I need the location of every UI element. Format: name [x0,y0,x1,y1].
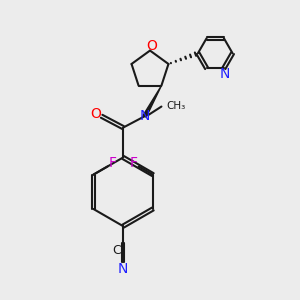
Text: CH₃: CH₃ [166,101,185,111]
Text: N: N [219,67,230,81]
Text: C: C [112,244,121,257]
Text: F: F [109,156,117,170]
Text: N: N [118,262,128,275]
Text: N: N [140,109,150,123]
Polygon shape [143,86,161,117]
Text: F: F [130,156,137,170]
Text: O: O [146,39,157,53]
Text: O: O [90,107,101,121]
